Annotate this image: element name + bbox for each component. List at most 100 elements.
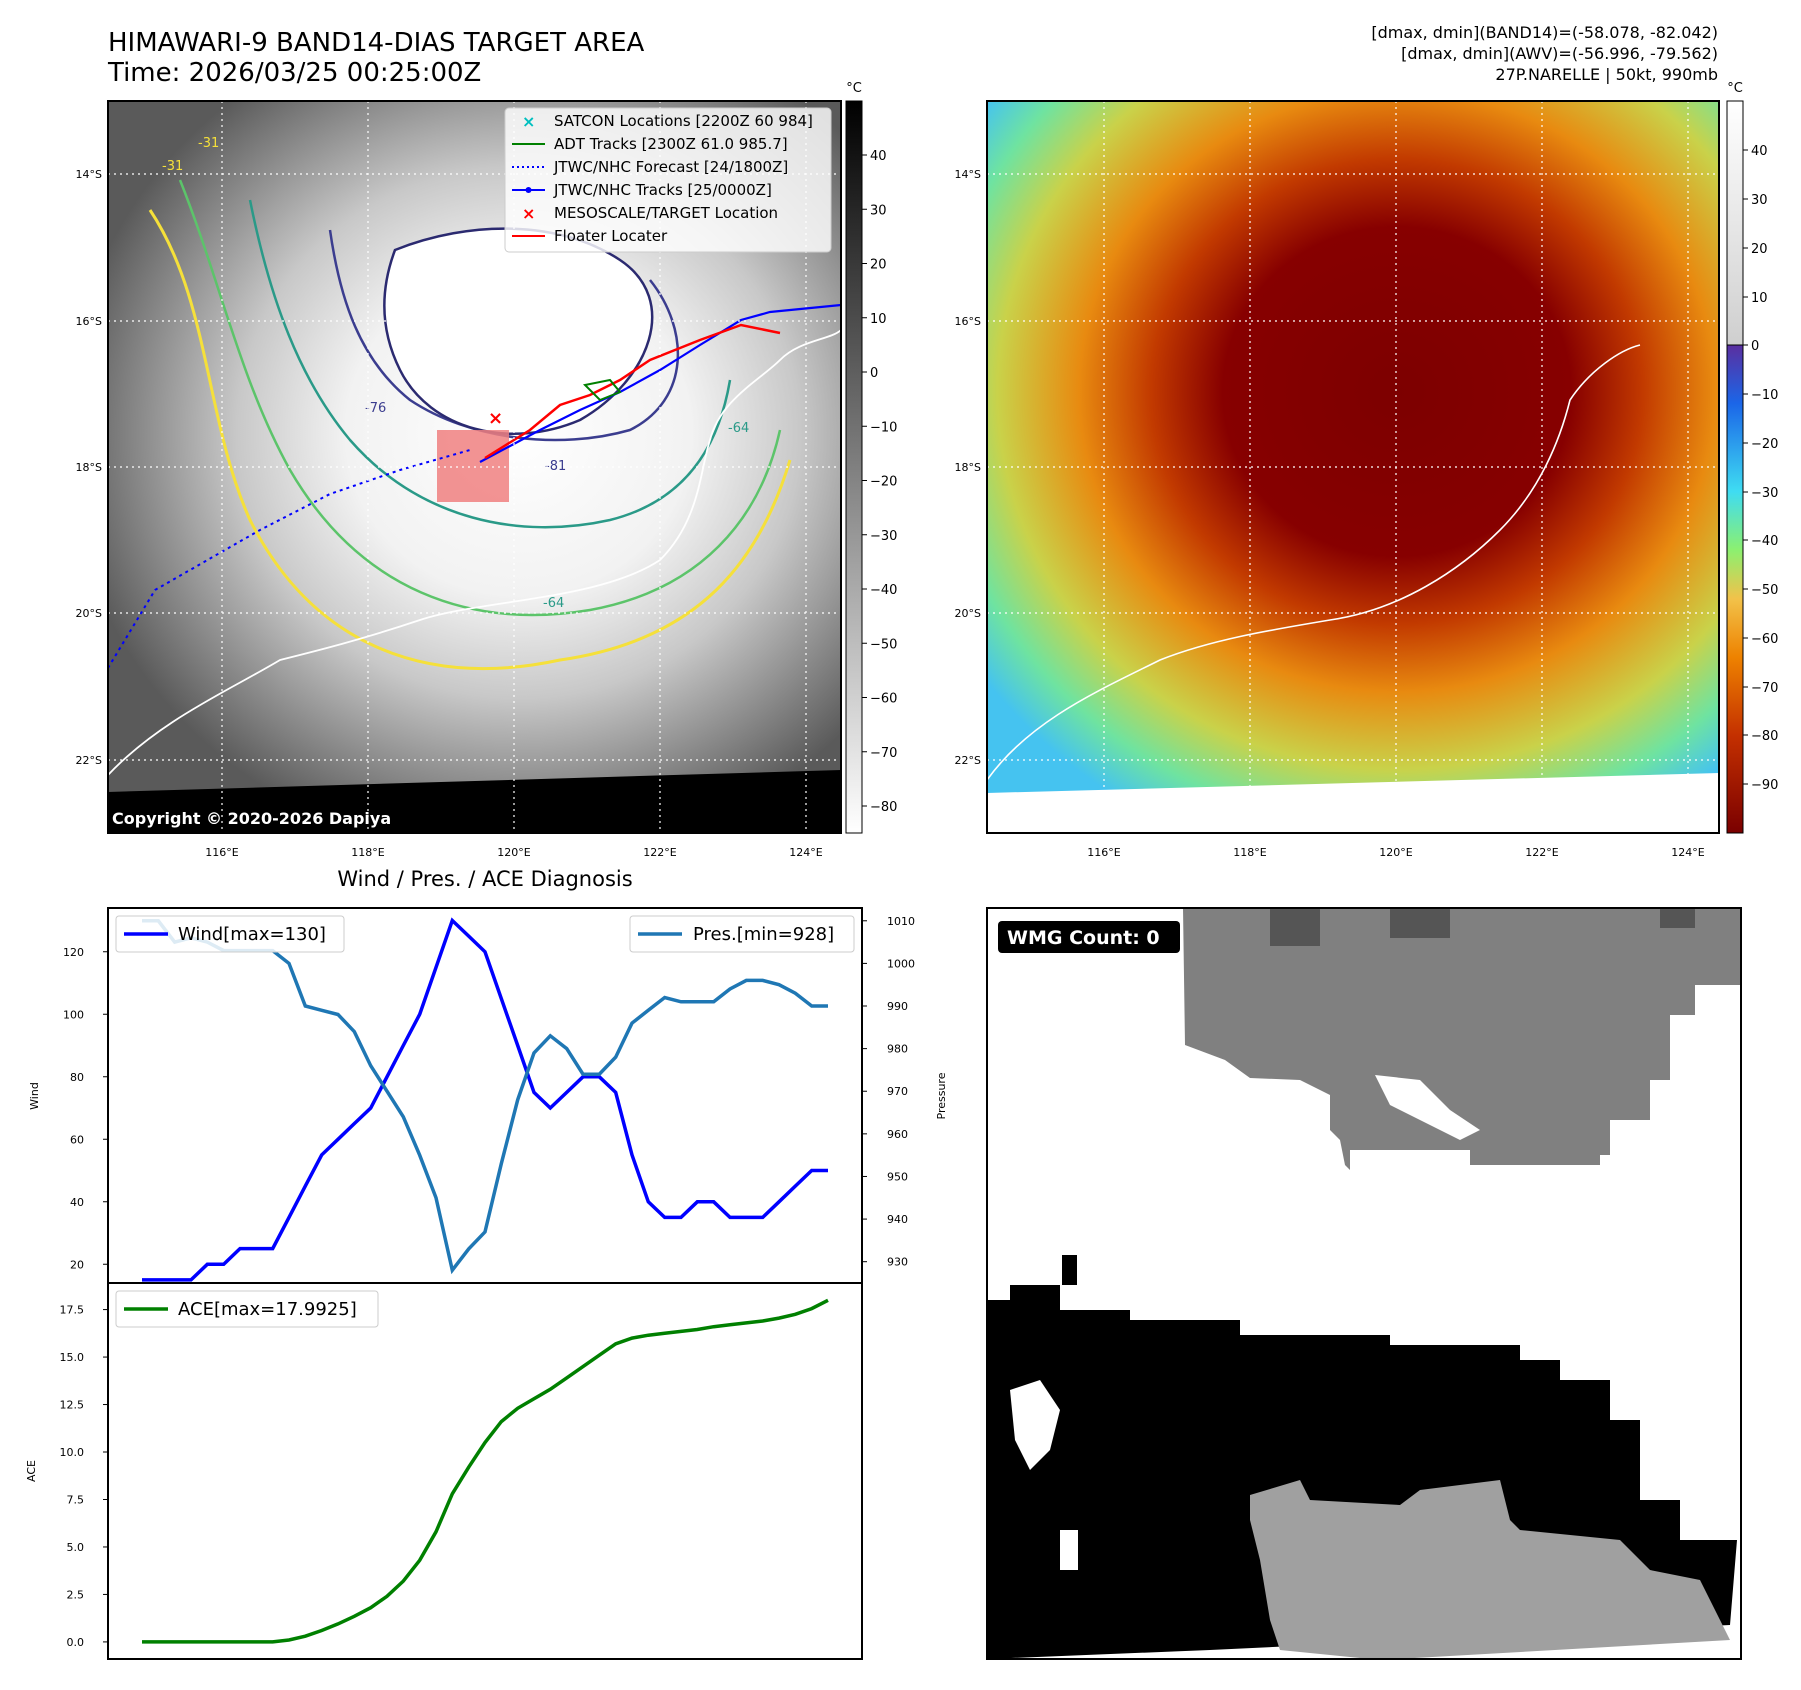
pressure-ytick-label: 1000 (887, 957, 915, 970)
lon-tick-label: 120°E (1379, 846, 1412, 859)
legend-label: MESOSCALE/TARGET Location (554, 204, 778, 222)
wmg-gray-region (1183, 908, 1741, 1172)
lat-tick-label: 20°S (76, 607, 102, 620)
ace-ytick-label: 0.0 (67, 1636, 85, 1649)
awv-gridlines (987, 101, 1719, 833)
wind-ytick-label: 40 (70, 1196, 84, 1209)
lat-tick-label: 14°S (76, 168, 102, 181)
pressure-axis-label: Pressure (935, 1072, 948, 1119)
lon-tick-label: 116°E (1087, 846, 1120, 859)
lon-tick-label: 122°E (1525, 846, 1558, 859)
figure-title: HIMAWARI-9 BAND14-DIAS TARGET AREA (108, 28, 645, 58)
ace-ytick-label: 7.5 (67, 1493, 85, 1506)
coastline (987, 344, 1641, 781)
pressure-ytick-label: 990 (887, 1000, 908, 1013)
ir-colorbar-unit: °C (846, 81, 862, 96)
colorbar-tick-label: −80 (870, 800, 897, 815)
colorbar-tick-label: 30 (870, 203, 887, 218)
lon-tick-label: 118°E (1233, 846, 1266, 859)
lon-tick-label: 118°E (351, 846, 384, 859)
wmg-panel: WMG Count: 0 (986, 907, 1742, 1660)
colorbar-tick-label: 10 (1751, 291, 1768, 306)
contour-teal (248, 199, 732, 529)
colorbar-tick-label: 40 (1751, 144, 1768, 159)
storm-info-text: 27P.NARELLE | 50kt, 990mb (1495, 65, 1718, 84)
wind-ytick-label: 120 (63, 946, 84, 959)
lat-tick-label: 16°S (955, 315, 981, 328)
wind-legend-label: Wind[max=130] (178, 924, 326, 945)
colorbar-tick-label: −60 (870, 692, 897, 707)
lon-tick-label: 124°E (1671, 846, 1704, 859)
pressure-ytick-label: 930 (887, 1256, 908, 1269)
ace-chart: 0.0 2.5 5.0 7.5 10.0 12.5 15.0 17.5 ACE[max=17.9… (60, 1290, 829, 1649)
wind-ytick-label: 60 (70, 1133, 84, 1146)
lon-tick-label: 124°E (789, 846, 822, 859)
colorbar-tick-label: −50 (870, 637, 897, 652)
legend-label: SATCON Locations [2200Z 60 984] (554, 112, 813, 130)
contour-label: -76 (365, 401, 386, 416)
lat-tick-label: 16°S (76, 315, 102, 328)
ace-axis-label: ACE (25, 1460, 38, 1482)
wind-series-line (142, 917, 828, 1282)
colorbar-tick-label: −90 (1751, 778, 1778, 793)
mesoscale-target-box (437, 430, 509, 502)
coastline (108, 329, 841, 776)
colorbar-tick-label: −20 (870, 475, 897, 490)
legend-label: JTWC/NHC Forecast [24/1800Z] (553, 158, 788, 176)
ace-ytick-label: 10.0 (60, 1446, 85, 1459)
colorbar-tick-label: −40 (1751, 534, 1778, 549)
ir-gridlines (108, 101, 841, 833)
diagnosis-title: Wind / Pres. / ACE Diagnosis (337, 867, 632, 891)
colorbar-tick-label: 20 (870, 258, 887, 273)
ace-legend-label: ACE[max=17.9925] (178, 1299, 357, 1320)
wind-legend-box (115, 915, 345, 953)
contour-label: -31 (198, 136, 219, 151)
colorbar-tick-label: −30 (1751, 486, 1778, 501)
colorbar-tick-label: −40 (870, 583, 897, 598)
ir-colorbar: °C 40 30 20 10 0 −10 −20 −30 −40 −50 −60 −70 −80 (845, 81, 897, 834)
pressure-ytick-label: 960 (887, 1128, 908, 1141)
lon-tick-label: 122°E (643, 846, 676, 859)
colorbar-tick-label: −10 (1751, 388, 1778, 403)
contour-label: -64 (728, 421, 749, 436)
pressure-ytick-label: 950 (887, 1170, 908, 1183)
awv-imagery (987, 101, 1719, 793)
wind-pressure-chart: 20 40 60 80 100 120 930 940 950 960 970 980 990 1000 1… (63, 915, 915, 1282)
ir-map-panel: -31 -31 -76 -81 -64 -64 × (107, 100, 842, 834)
legend-x-marker-icon: × (522, 204, 535, 223)
lon-tick-label: 120°E (497, 846, 530, 859)
pressure-legend-box (629, 915, 855, 953)
contour-label: -81 (545, 459, 566, 474)
colorbar-tick-label: 40 (870, 149, 887, 164)
lat-tick-label: 22°S (76, 754, 102, 767)
colorbar-tick-label: −50 (1751, 583, 1778, 598)
contour-label: -64 (543, 596, 564, 611)
legend-x-marker-icon: × (522, 112, 535, 131)
lat-tick-label: 22°S (955, 754, 981, 767)
ace-ytick-label: 15.0 (60, 1351, 85, 1364)
colorbar-tick-label: −80 (1751, 729, 1778, 744)
colorbar-tick-label: −30 (870, 529, 897, 544)
legend-label: ADT Tracks [2300Z 61.0 985.7] (554, 135, 788, 153)
ace-ytick-label: 5.0 (67, 1541, 85, 1554)
wind-ytick-label: 100 (63, 1008, 84, 1021)
wmg-dark-gray-region (1270, 908, 1320, 946)
lat-tick-label: 20°S (955, 607, 981, 620)
colorbar-tick-label: 10 (870, 312, 887, 327)
colorbar-tick-label: 20 (1751, 242, 1768, 257)
target-x-marker: × (488, 408, 503, 429)
wmg-light-gray-region (1250, 1480, 1730, 1660)
legend-label: JTWC/NHC Tracks [25/0000Z] (553, 181, 772, 199)
lat-tick-label: 18°S (955, 461, 981, 474)
wind-chart-frame (107, 907, 863, 1284)
colorbar-tick-label: 0 (870, 366, 878, 381)
ace-ytick-label: 12.5 (60, 1399, 85, 1412)
lat-tick-label: 14°S (955, 168, 981, 181)
colorbar-tick-label: −20 (1751, 437, 1778, 452)
wmg-badge (998, 921, 1180, 953)
figure-time: Time: 2026/03/25 00:25:00Z (107, 58, 481, 88)
awv-range-text: [dmax, dmin](AWV)=(-56.996, -79.562) (1401, 44, 1718, 63)
colorbar-tick-label: −70 (870, 746, 897, 761)
pressure-ytick-label: 970 (887, 1085, 908, 1098)
ace-series-line (142, 1298, 829, 1644)
